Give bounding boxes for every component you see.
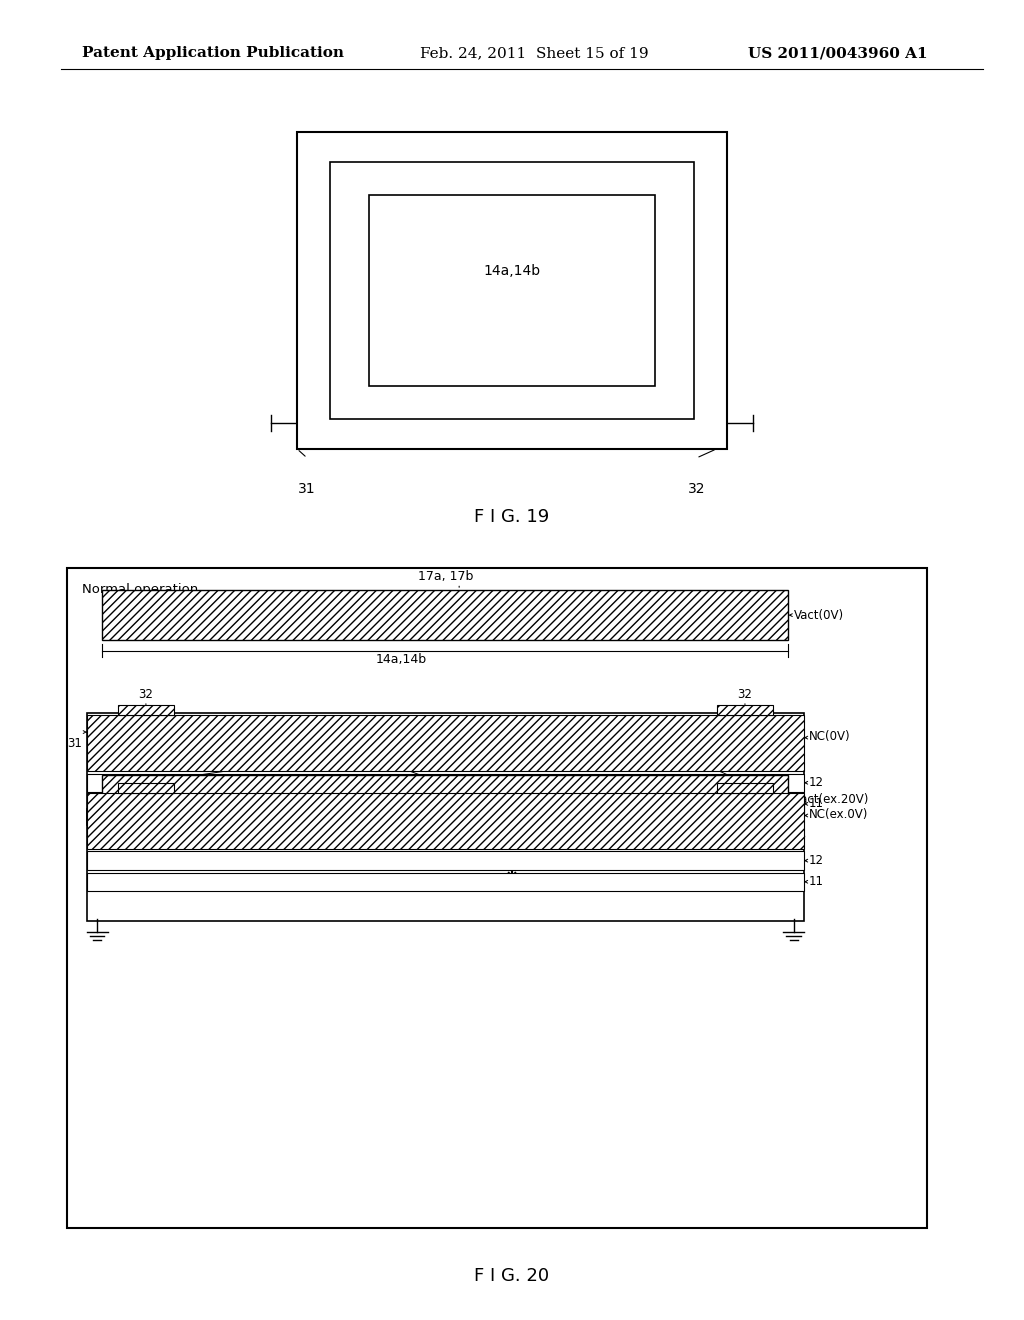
Text: Normal operation: Normal operation [82, 583, 199, 597]
Text: 14a,14b: 14a,14b [376, 653, 426, 667]
Bar [87, 873, 804, 891]
Bar [717, 705, 773, 715]
Text: 17a, 17b: 17a, 17b [360, 750, 416, 763]
Text: 14a,14b: 14a,14b [483, 264, 541, 277]
Text: 11: 11 [809, 797, 824, 810]
Text: Feb. 24, 2011  Sheet 15 of 19: Feb. 24, 2011 Sheet 15 of 19 [420, 46, 648, 61]
Text: Vact(0V): Vact(0V) [794, 609, 844, 622]
Bar [87, 795, 804, 813]
Bar [369, 195, 655, 385]
Bar [717, 783, 773, 793]
Bar [87, 793, 804, 849]
Bar [87, 715, 804, 771]
Text: NC(ex.0V): NC(ex.0V) [809, 808, 868, 821]
Bar [118, 783, 174, 793]
Text: 31: 31 [67, 737, 82, 750]
Text: F I G. 19: F I G. 19 [474, 508, 550, 527]
Text: 17a, 17b: 17a, 17b [418, 570, 473, 583]
Text: 31: 31 [298, 482, 316, 496]
Text: F I G. 20: F I G. 20 [474, 1267, 550, 1286]
Text: 32: 32 [138, 688, 154, 701]
Bar [118, 705, 174, 715]
Text: 32: 32 [737, 688, 753, 701]
Text: 12: 12 [809, 854, 824, 867]
Bar [87, 774, 804, 792]
Text: 11: 11 [809, 875, 824, 888]
Text: 32: 32 [694, 750, 709, 763]
Bar [102, 775, 788, 825]
Text: Patent Application Publication: Patent Application Publication [82, 46, 344, 61]
Text: 32: 32 [274, 750, 289, 763]
Bar [330, 162, 694, 420]
Text: 12: 12 [809, 776, 824, 789]
Bar [102, 590, 788, 640]
Text: Vact(ex.20V): Vact(ex.20V) [794, 793, 869, 807]
Bar [87, 713, 804, 825]
Text: NC(0V): NC(0V) [809, 730, 851, 743]
Bar [87, 809, 804, 921]
Bar [87, 851, 804, 870]
Text: 32: 32 [687, 482, 706, 496]
Text: US 2011/0043960 A1: US 2011/0043960 A1 [748, 46, 927, 61]
Bar [297, 132, 727, 449]
Bar [67, 568, 927, 1228]
